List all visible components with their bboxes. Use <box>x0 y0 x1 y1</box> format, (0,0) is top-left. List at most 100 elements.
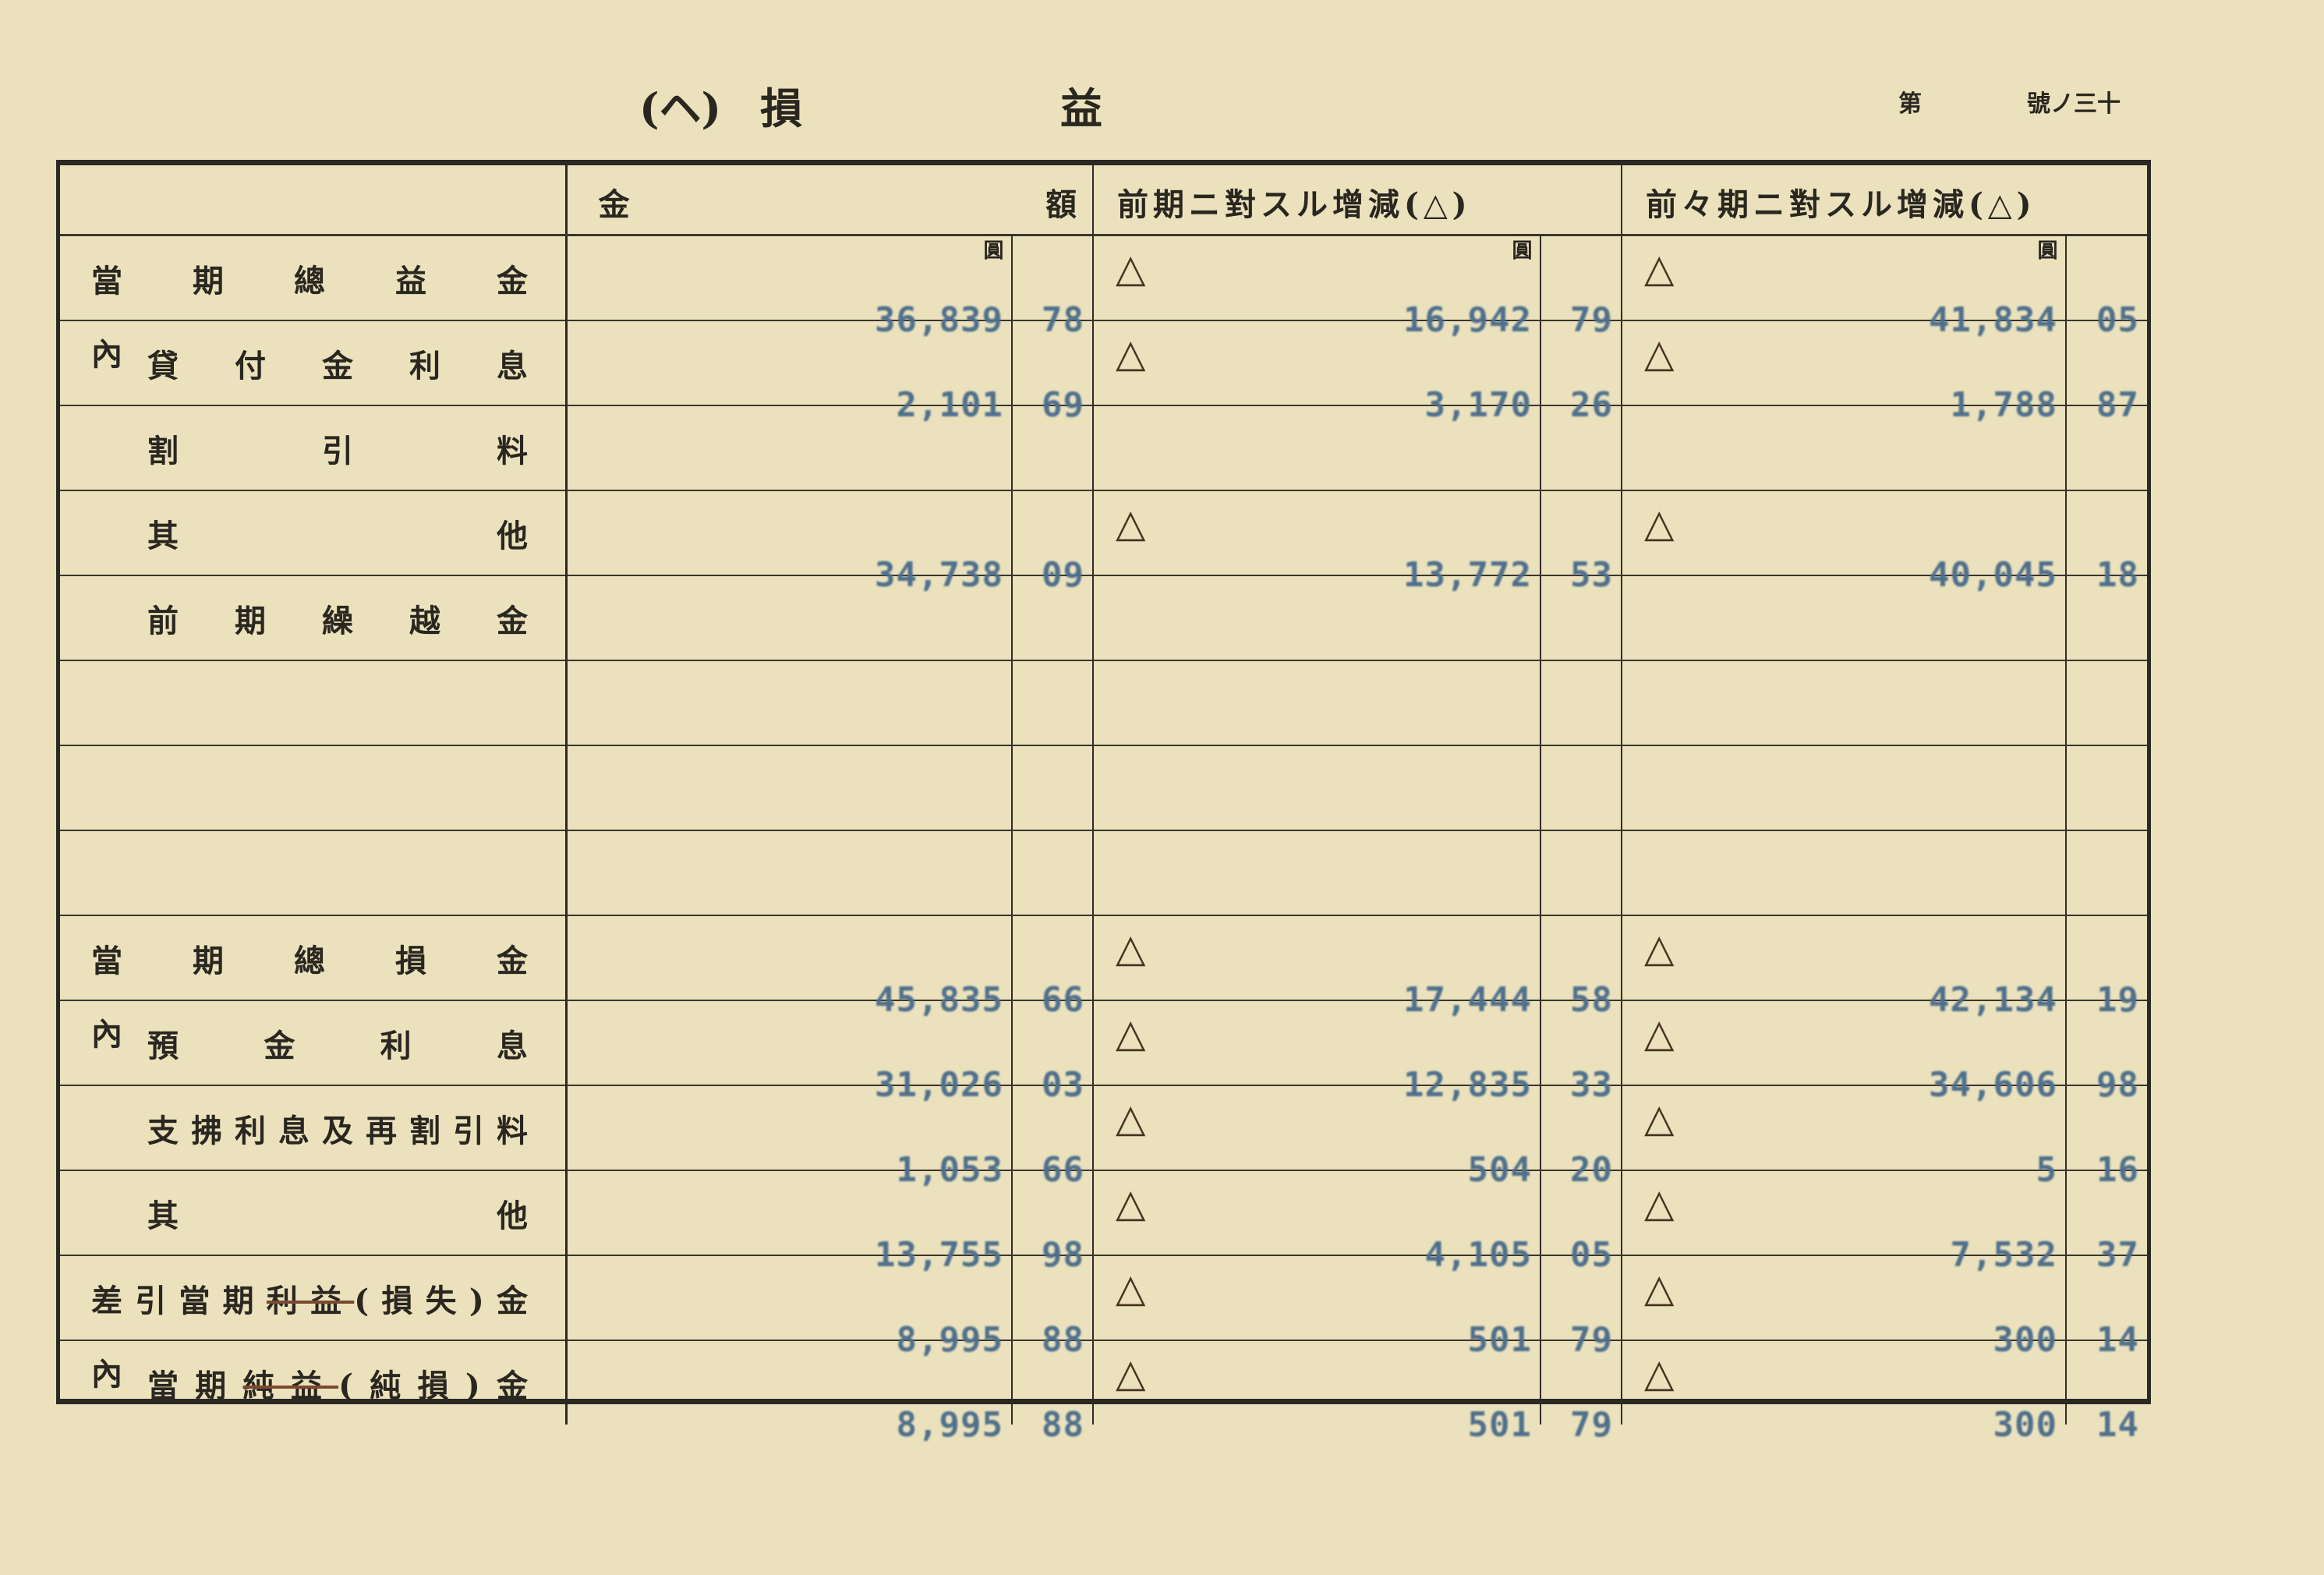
label-segment: 前期繰越金 <box>147 602 584 639</box>
pre-sen-cell <box>2065 575 2147 661</box>
row-label <box>91 746 528 830</box>
amount-sen-cell: 98 <box>1011 1170 1093 1275</box>
label-text: 當期總損金 <box>91 936 528 981</box>
amount-sen-cell: 88 <box>1011 1340 1093 1445</box>
row-label-cell: 前期繰越金 <box>60 575 568 661</box>
label-text: 其他 <box>147 511 528 556</box>
amount-yen-cell: 8,995 <box>565 1255 1012 1360</box>
prefix-uchi: 內 <box>91 336 122 373</box>
row-label: 其他 <box>91 1171 528 1255</box>
amount-yen: 8,995 <box>896 1405 1003 1445</box>
prior-sen-cell <box>1540 745 1622 831</box>
negative-triangle-icon: △ <box>1644 1180 1675 1226</box>
negative-triangle-icon: △ <box>1116 1265 1146 1311</box>
prior-yen-cell: △ 13,772 <box>1092 490 1540 595</box>
negative-triangle-icon: △ <box>1644 246 1675 291</box>
amount-yen-cell <box>565 830 1012 916</box>
pre-yen-cell <box>1621 575 2066 661</box>
pre-sen: 14 <box>2096 1405 2139 1445</box>
prior-sen: 79 <box>1570 1405 1613 1445</box>
negative-triangle-icon: △ <box>1116 1010 1146 1056</box>
amount-yen-cell: 1,053 <box>565 1085 1012 1190</box>
table-row <box>60 660 2147 746</box>
pre-sen-cell <box>2065 405 2147 491</box>
prior-sen-cell: 53 <box>1540 490 1622 595</box>
table-row: 其他 13,755 98 △ 4,105 05 △ 7,532 37 <box>60 1170 2147 1275</box>
pre-yen: 300 <box>1993 1405 2057 1445</box>
prior-sen-cell: 79 <box>1540 1255 1622 1360</box>
row-label-cell: 差引當期利益(損失)金 <box>60 1255 568 1341</box>
table-row: 其他 34,738 09 △ 13,772 53 △ 40,045 18 <box>60 490 2147 595</box>
label-text: 其他 <box>147 1191 528 1236</box>
prior-yen-cell: △ 17,444 <box>1092 915 1540 1020</box>
label-text: 割引料 <box>147 426 528 471</box>
pre-sen-cell: 37 <box>2065 1170 2147 1275</box>
row-label-cell: 當期總損金 <box>60 915 568 1001</box>
row-label-cell <box>60 830 568 916</box>
pre-yen-cell: △ 300 <box>1621 1340 2066 1445</box>
label-segment: 支拂利息及再割引料 <box>147 1112 540 1149</box>
pre-sen-cell: 14 <box>2065 1255 2147 1360</box>
row-label: 支拂利息及再割引料 <box>91 1086 528 1170</box>
amount-yen-cell: 圓 36,839 <box>565 235 1012 340</box>
label-segment: 其他 <box>147 517 846 554</box>
prior-sen-cell: 33 <box>1540 1000 1622 1105</box>
prior-yen-cell <box>1092 405 1540 491</box>
amount-yen-cell: 8,995 <box>565 1340 1012 1445</box>
prior-yen: 501 <box>1467 1405 1532 1445</box>
row-label-cell <box>60 660 568 746</box>
pre-sen-cell: 98 <box>2065 1000 2147 1105</box>
amount-sen-cell <box>1011 660 1093 746</box>
yen-unit: 圓 <box>2034 239 2057 260</box>
label-text: 當期純益(純損)金 <box>147 1361 528 1406</box>
row-label-cell: 內當期純益(純損)金 <box>60 1340 568 1425</box>
prefix-uchi: 內 <box>91 1016 122 1053</box>
row-label <box>91 831 528 915</box>
table-row: 當期總損金 45,835 66 △ 17,444 58 △ 42,134 19 <box>60 915 2147 1020</box>
amount-sen-cell: 66 <box>1011 1085 1093 1190</box>
header-row: 金 額 前期ニ對スル增減(△) 前々期ニ對スル增減(△) <box>60 165 2147 236</box>
negative-triangle-icon: △ <box>1116 331 1146 376</box>
pre-yen-cell: △ 7,532 <box>1621 1170 2066 1275</box>
prior-sen-cell: 58 <box>1540 915 1622 1020</box>
prior-sen-cell: 79 <box>1540 1340 1622 1445</box>
amount-yen-cell <box>565 660 1012 746</box>
amount-sen-cell: 09 <box>1011 490 1093 595</box>
table-row <box>60 745 2147 831</box>
pre-yen-cell: △ 300 <box>1621 1255 2066 1360</box>
row-label: 當期總損金 <box>91 916 528 1000</box>
pre-sen-cell: 18 <box>2065 490 2147 595</box>
label-segment: 割引料 <box>147 432 671 469</box>
amount-sen-cell <box>1011 830 1093 916</box>
amount-sen-cell: 03 <box>1011 1000 1093 1105</box>
prior-sen-cell <box>1540 830 1622 916</box>
prior-yen-cell: △ 4,105 <box>1092 1170 1540 1275</box>
pre-sen-cell: 05 <box>2065 235 2147 340</box>
pre-sen-cell <box>2065 660 2147 746</box>
prior-yen-cell: △ 12,835 <box>1092 1000 1540 1105</box>
amount-yen-cell: 31,026 <box>565 1000 1012 1105</box>
pre-yen-cell <box>1621 830 2066 916</box>
row-label: 內當期純益(純損)金 <box>91 1341 528 1425</box>
yen-unit: 圓 <box>1509 239 1532 260</box>
amount-yen-cell <box>565 575 1012 661</box>
table-row: 差引當期利益(損失)金 8,995 88 △ 501 79 △ 300 14 <box>60 1255 2147 1360</box>
negative-triangle-icon: △ <box>1116 1180 1146 1226</box>
label-segment: 純益 <box>242 1367 339 1404</box>
pre-yen-cell: △ 5 <box>1621 1085 2066 1190</box>
title-char-1: 損 <box>760 83 802 133</box>
pre-yen-cell: △ 1,788 <box>1621 320 2066 425</box>
negative-triangle-icon: △ <box>1644 1350 1675 1396</box>
amount-sen-cell: 66 <box>1011 915 1093 1020</box>
prior-yen-cell: △ 504 <box>1092 1085 1540 1190</box>
header-amount-left: 金 <box>598 186 630 223</box>
yen-unit: 圓 <box>980 239 1003 260</box>
header-amount-right: 額 <box>1045 186 1077 223</box>
row-label-cell: 割引料 <box>60 405 568 491</box>
pre-sen-cell: 14 <box>2065 1340 2147 1445</box>
pre-sen-cell: 19 <box>2065 915 2147 1020</box>
negative-triangle-icon: △ <box>1116 1350 1146 1396</box>
prior-yen-cell: △ 501 <box>1092 1340 1540 1445</box>
row-label-cell: 內預金利息 <box>60 1000 568 1086</box>
row-label-cell: 支拂利息及再割引料 <box>60 1085 568 1171</box>
